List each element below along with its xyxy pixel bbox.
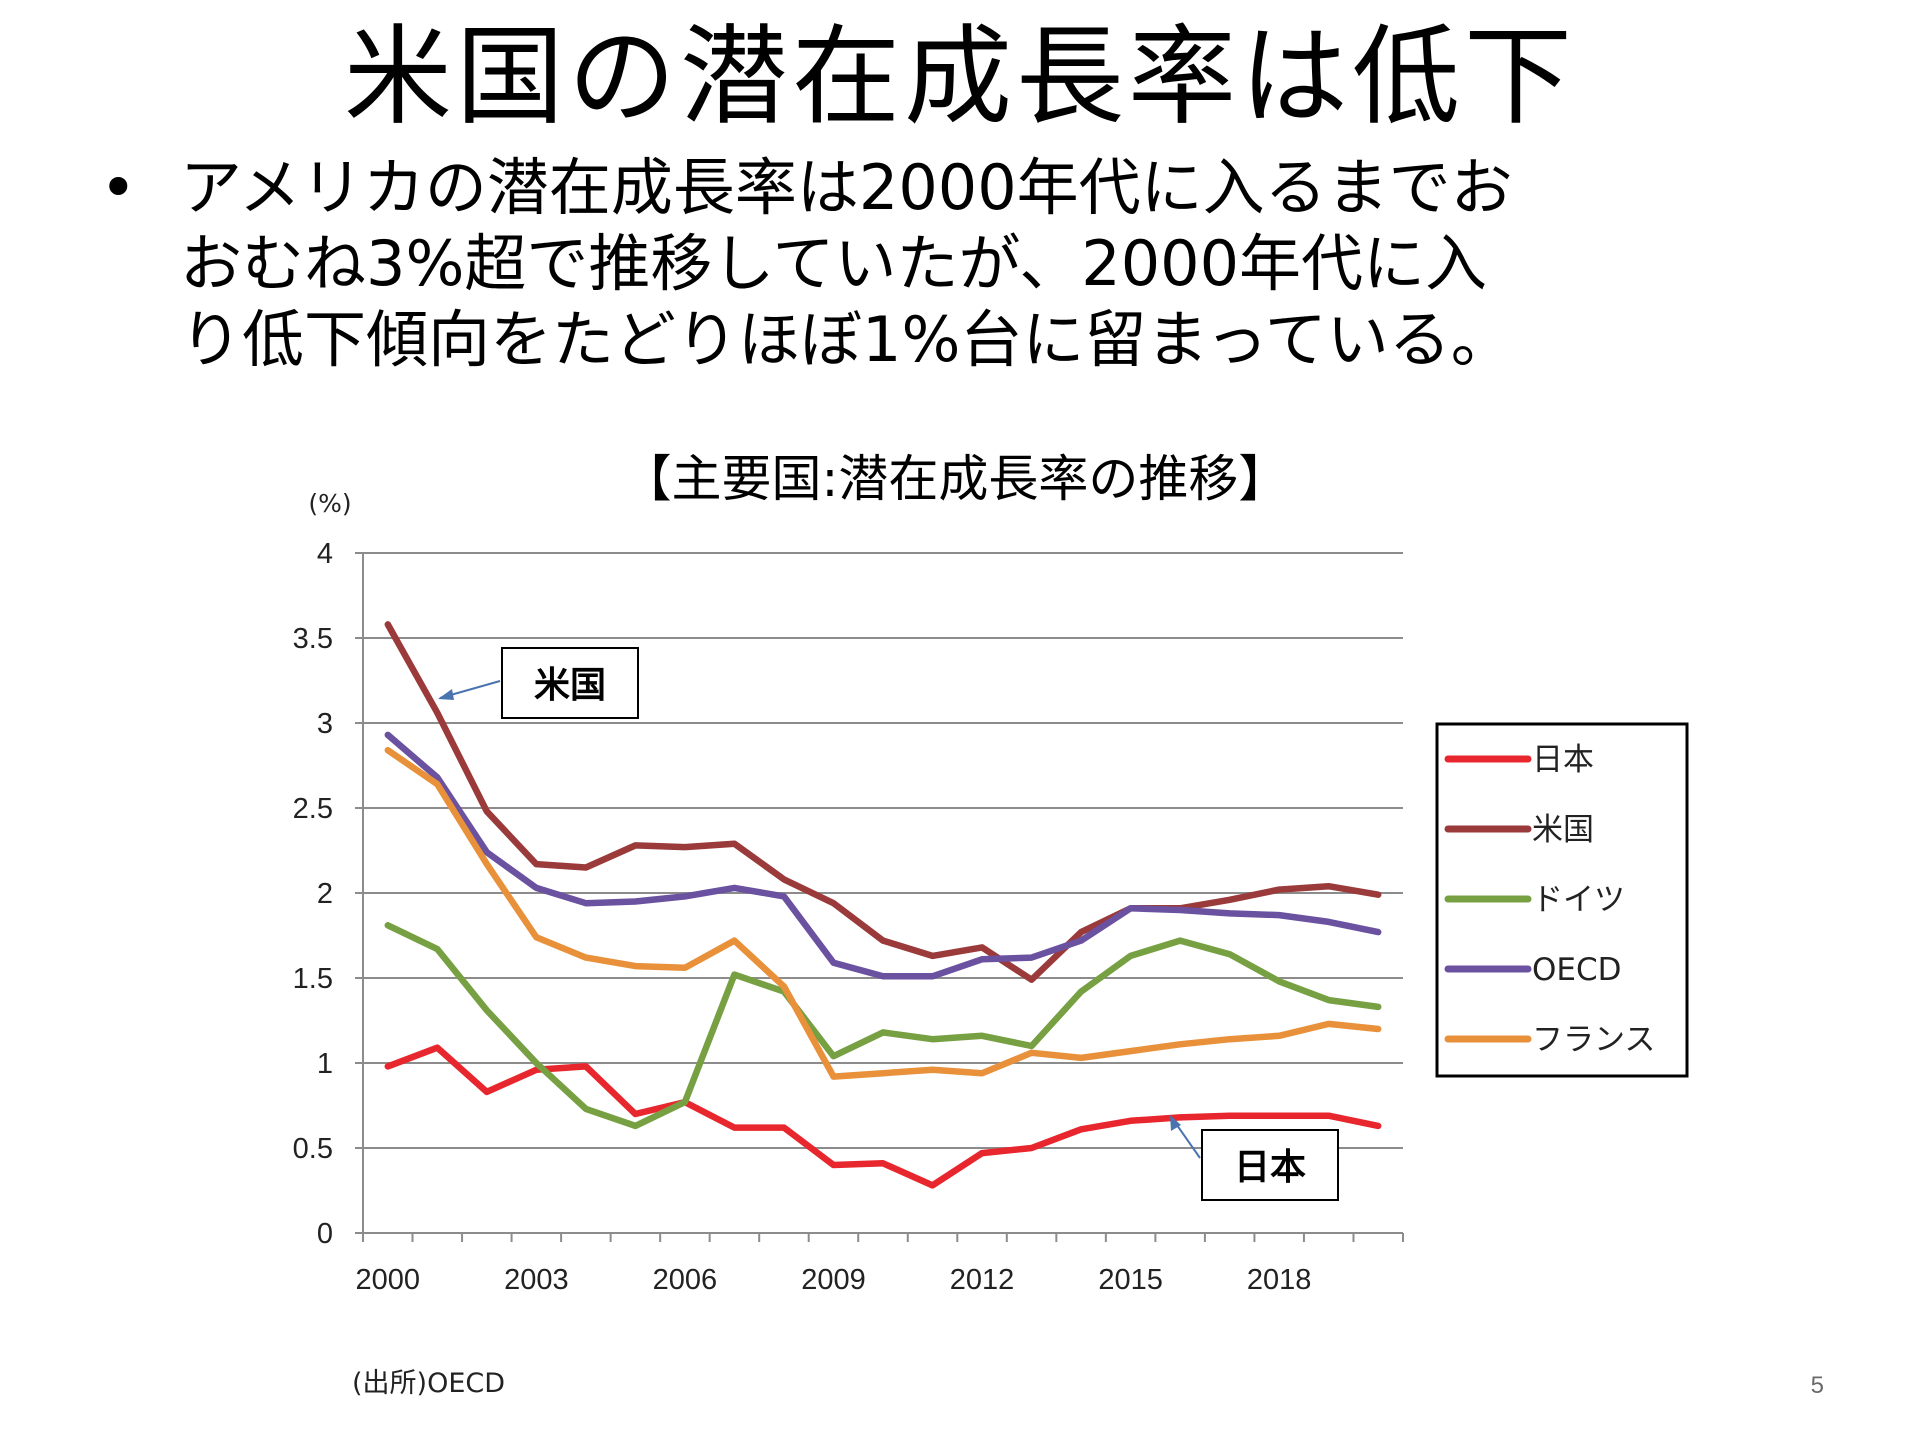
y-tick-label: 4 — [317, 538, 333, 570]
y-tick-label: 3 — [317, 708, 333, 740]
callout-japan-box — [1201, 1129, 1339, 1201]
y-tick-label: 3.5 — [293, 623, 333, 655]
x-tick-label: 2000 — [356, 1264, 421, 1296]
legend-label-2: ドイツ — [1532, 882, 1625, 918]
bullet-text: アメリカの潜在成長率は2000年代に入るまでお おむね3%超で推移していたが、2… — [180, 150, 1880, 378]
bullet-dot: • — [100, 151, 137, 224]
callout-japan-label: 日本 — [1234, 1147, 1306, 1188]
y-tick-label: 1 — [317, 1048, 333, 1080]
bullet-line-2: おむね3%超で推移していたが、2000年代に入 — [180, 227, 1488, 300]
callout-japan: 日本 — [1170, 1115, 1339, 1201]
legend-label-4: フランス — [1532, 1022, 1655, 1058]
x-tick-label: 2012 — [950, 1264, 1015, 1296]
y-tick-label: 1.5 — [293, 963, 333, 995]
series-line-3 — [384, 731, 1382, 980]
callout-usa-arrowhead — [438, 689, 454, 700]
series-lines — [384, 621, 1382, 1189]
legend-label-1: 米国 — [1532, 812, 1594, 848]
y-axis-unit: (%) — [308, 489, 351, 518]
bullet-point: • アメリカの潜在成長率は2000年代に入るまでお おむね3%超で推移していたが… — [100, 150, 1880, 378]
x-tick-label: 2006 — [653, 1264, 718, 1296]
y-tick-label: 0 — [317, 1218, 333, 1250]
x-tick-label: 2003 — [504, 1264, 569, 1296]
slide-title: 米国の潜在成長率は低下 — [343, 15, 1576, 140]
x-tick-label: 2018 — [1247, 1264, 1312, 1296]
bullet-line-1: アメリカの潜在成長率は2000年代に入るまでお — [180, 151, 1513, 224]
callout-usa-box — [501, 647, 639, 719]
axes: 0 0.5 1 1.5 2 2.5 3 3.5 4 2000 2003 2006 2009 2012 201… — [293, 538, 1404, 1296]
chart-title: 【主要国:潜在成長率の推移】 — [622, 450, 1289, 508]
legend-label-3: OECD — [1532, 952, 1622, 988]
y-tick-label: 2.5 — [293, 793, 333, 825]
x-tick-label: 2009 — [801, 1264, 866, 1296]
callout-usa-label: 米国 — [534, 665, 606, 706]
y-tick-label: 2 — [317, 878, 333, 910]
series-line-2 — [384, 922, 1382, 1130]
y-tick-label: 0.5 — [293, 1133, 333, 1165]
bullet-line-3: り低下傾向をたどりほぼ1%台に留まっている。 — [180, 303, 1513, 376]
gridlines — [363, 552, 1403, 1234]
page-number: 5 — [1810, 1372, 1824, 1399]
callout-japan-arrowhead — [1170, 1115, 1181, 1131]
callout-usa: 米国 — [438, 647, 639, 719]
series-line-1 — [384, 621, 1382, 983]
x-tick-label: 2015 — [1098, 1264, 1163, 1296]
legend-label-0: 日本 — [1532, 742, 1594, 778]
series-line-0 — [384, 1044, 1382, 1189]
series-line-4 — [384, 746, 1382, 1080]
source-note: (出所)OECD — [352, 1368, 505, 1399]
